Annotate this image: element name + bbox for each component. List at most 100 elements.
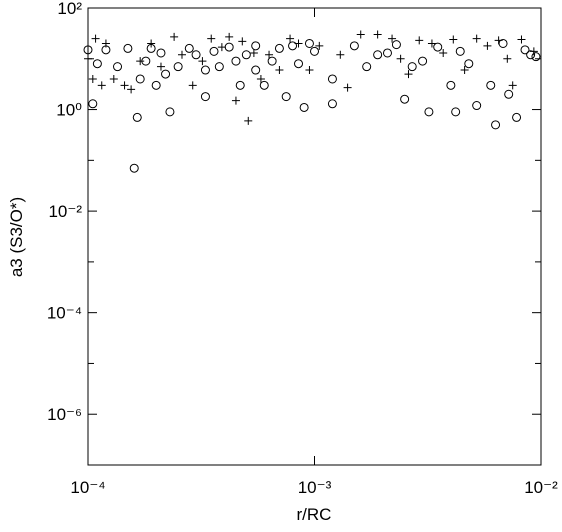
x-axis-label: r/RC [297, 505, 332, 524]
y-tick-label: 10² [57, 0, 82, 18]
data-point [244, 116, 253, 125]
y-tick-label: 10⁻² [48, 202, 82, 221]
data-point [455, 46, 465, 56]
data-point [109, 74, 118, 83]
data-point [433, 42, 443, 52]
data-point [327, 74, 337, 84]
data-point [238, 37, 247, 46]
data-point [120, 81, 129, 90]
data-point [249, 48, 258, 57]
data-point [460, 66, 469, 75]
data-point [427, 39, 436, 48]
data-point [504, 89, 514, 99]
y-tick-label: 10⁻⁴ [47, 304, 82, 323]
data-point [418, 56, 428, 66]
data-point [251, 65, 261, 75]
data-point [91, 34, 100, 43]
data-point [198, 57, 207, 66]
data-point [526, 50, 536, 60]
data-point [486, 80, 496, 90]
data-point [517, 35, 526, 44]
data-point [147, 39, 156, 48]
data-point [113, 62, 123, 72]
data-point [503, 54, 512, 63]
data-point [135, 74, 145, 84]
plot-frame [87, 7, 542, 466]
data-point [388, 34, 397, 43]
data-point [294, 39, 303, 48]
data-point [191, 50, 201, 60]
data-point [446, 80, 456, 90]
data-point [327, 99, 337, 109]
data-point [123, 43, 133, 53]
data-point [382, 48, 392, 58]
data-point [512, 112, 522, 122]
y-tick-label: 10⁰ [56, 101, 82, 120]
data-point [209, 46, 219, 56]
data-point [83, 45, 93, 55]
data-point [127, 85, 136, 94]
y-axis-label: a3 (S3/O*) [7, 197, 26, 277]
data-point [343, 83, 352, 92]
data-point [275, 66, 284, 75]
x-tick-label: 10⁻³ [298, 478, 332, 497]
data-point [520, 45, 530, 55]
data-point [404, 70, 413, 79]
data-point [349, 41, 359, 51]
data-point [231, 56, 241, 66]
data-point [491, 120, 501, 130]
data-point [217, 43, 226, 52]
data-point [407, 62, 417, 72]
data-point [362, 62, 372, 72]
data-point [494, 36, 503, 45]
data-point [415, 36, 424, 45]
data-point [286, 34, 295, 43]
data-point [356, 30, 365, 39]
data-point [97, 81, 106, 90]
data-point [214, 62, 224, 72]
data-point [88, 74, 97, 83]
data-point [531, 52, 541, 62]
data-point [274, 43, 284, 53]
data-point [281, 92, 291, 102]
data-point [472, 34, 481, 43]
x-tick-label: 10⁻² [524, 478, 558, 497]
data-point [288, 41, 298, 51]
data-point [305, 66, 314, 75]
data-point [151, 80, 161, 90]
data-point [304, 38, 314, 48]
data-point [200, 65, 210, 75]
data-point [173, 62, 183, 72]
data-point [88, 99, 98, 109]
data-point [508, 81, 517, 90]
data-point [101, 39, 110, 48]
data-point [299, 102, 309, 112]
data-point [235, 80, 245, 90]
data-point [256, 74, 265, 83]
data-point [439, 48, 448, 57]
data-point [267, 56, 277, 66]
data-point [84, 54, 92, 63]
data-point [92, 59, 102, 69]
data-point [396, 54, 405, 63]
data-point [400, 94, 410, 104]
data-point [231, 96, 240, 105]
data-point [529, 47, 538, 56]
data-point [165, 107, 175, 117]
data-point [259, 80, 269, 90]
data-point [156, 62, 165, 71]
data-point [294, 59, 304, 69]
data-point [200, 92, 210, 102]
y-tick-label: 10⁻⁶ [47, 405, 82, 424]
data-point [184, 43, 194, 53]
data-point [373, 30, 382, 39]
data-point [251, 41, 261, 51]
data-point [391, 40, 401, 50]
data-point [373, 50, 383, 60]
data-point [451, 107, 461, 117]
data-point [424, 107, 434, 117]
data-point [129, 163, 139, 173]
data-point [170, 32, 179, 41]
data-point [241, 50, 251, 60]
